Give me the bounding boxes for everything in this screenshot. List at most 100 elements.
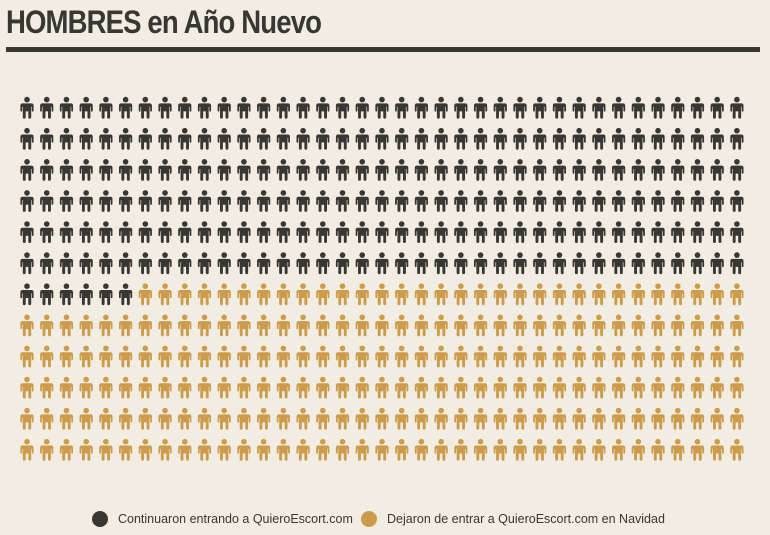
man-icon-continued	[335, 159, 350, 181]
man-icon-continued	[513, 190, 527, 212]
man-icon-continued	[651, 127, 665, 150]
man-icon-continued	[572, 127, 586, 150]
man-icon-stopped	[395, 438, 409, 461]
man-icon-continued	[119, 127, 133, 150]
man-icon-stopped	[158, 407, 172, 430]
man-icon-continued	[20, 96, 34, 119]
man-icon-stopped	[375, 438, 389, 461]
man-icon-stopped	[316, 376, 330, 399]
man-icon-stopped	[651, 314, 665, 337]
man-icon-continued	[59, 283, 74, 306]
man-icon-stopped	[59, 345, 74, 368]
man-icon-continued	[552, 96, 567, 119]
man-icon-stopped	[612, 376, 626, 399]
man-icon-stopped	[631, 345, 645, 368]
man-icon-continued	[335, 127, 350, 150]
man-icon-stopped	[40, 407, 54, 430]
man-icon-stopped	[572, 438, 586, 461]
man-icon-continued	[473, 127, 488, 150]
man-icon-stopped	[99, 345, 113, 368]
man-icon-continued	[395, 159, 409, 181]
man-icon-continued	[473, 159, 488, 181]
man-icon-continued	[631, 159, 645, 181]
man-icon-stopped	[454, 283, 468, 306]
man-icon-stopped	[335, 345, 350, 368]
man-icon-stopped	[651, 345, 665, 368]
man-icon-stopped	[158, 314, 172, 337]
man-icon-stopped	[375, 283, 389, 306]
man-icon-continued	[237, 96, 251, 119]
man-icon-stopped	[434, 376, 448, 399]
man-icon-continued	[99, 283, 113, 306]
man-icon-stopped	[473, 314, 488, 337]
man-icon-stopped	[473, 283, 488, 306]
man-icon-continued	[493, 159, 507, 181]
man-icon-stopped	[395, 345, 409, 368]
chart-title: HOMBRES en Año Nuevo	[6, 4, 322, 40]
man-icon-stopped	[178, 407, 192, 430]
man-icon-continued	[572, 159, 586, 181]
man-icon-stopped	[592, 283, 606, 306]
man-icon-continued	[178, 190, 192, 212]
man-icon-stopped	[99, 376, 113, 399]
man-icon-continued	[257, 190, 271, 212]
man-icon-continued	[651, 252, 665, 275]
man-icon-continued	[158, 252, 172, 275]
man-icon-stopped	[513, 407, 527, 430]
man-icon-stopped	[592, 376, 606, 399]
legend-item-continued: Continuaron entrando a QuieroEscort.com	[92, 508, 353, 530]
man-icon-continued	[414, 252, 428, 275]
man-icon-continued	[552, 159, 567, 181]
man-icon-continued	[257, 96, 271, 119]
man-icon-stopped	[690, 438, 705, 461]
man-icon-stopped	[710, 407, 724, 430]
man-icon-continued	[592, 127, 606, 150]
man-icon-stopped	[138, 407, 152, 430]
man-icon-continued	[414, 221, 428, 243]
man-icon-continued	[335, 252, 350, 275]
man-icon-stopped	[730, 283, 744, 306]
man-icon-stopped	[473, 345, 488, 368]
man-icon-stopped	[375, 407, 389, 430]
man-icon-continued	[434, 96, 448, 119]
man-icon-continued	[513, 252, 527, 275]
man-icon-stopped	[79, 314, 93, 337]
man-icon-continued	[710, 159, 724, 181]
man-icon-stopped	[197, 345, 212, 368]
man-icon-stopped	[434, 345, 448, 368]
man-icon-stopped	[513, 314, 527, 337]
man-icon-continued	[513, 127, 527, 150]
man-icon-stopped	[473, 376, 488, 399]
man-icon-continued	[355, 190, 369, 212]
man-icon-continued	[690, 127, 705, 150]
legend-swatch-stopped	[361, 511, 377, 527]
man-icon-continued	[79, 252, 93, 275]
man-icon-continued	[690, 221, 705, 243]
man-icon-continued	[651, 221, 665, 243]
man-icon-continued	[178, 96, 192, 119]
man-icon-continued	[710, 252, 724, 275]
man-icon-continued	[217, 252, 231, 275]
man-icon-continued	[20, 159, 34, 181]
man-icon-continued	[119, 159, 133, 181]
man-icon-stopped	[59, 376, 74, 399]
man-icon-continued	[138, 252, 152, 275]
man-icon-stopped	[335, 438, 350, 461]
man-icon-stopped	[730, 345, 744, 368]
man-icon-continued	[375, 127, 389, 150]
man-icon-continued	[197, 159, 212, 181]
man-icon-stopped	[454, 314, 468, 337]
man-icon-continued	[631, 221, 645, 243]
man-icon-continued	[493, 190, 507, 212]
man-icon-continued	[355, 221, 369, 243]
man-icon-continued	[217, 221, 231, 243]
man-icon-continued	[671, 190, 685, 212]
man-icon-stopped	[493, 314, 507, 337]
man-icon-stopped	[257, 407, 271, 430]
man-icon-continued	[316, 252, 330, 275]
man-icon-continued	[671, 159, 685, 181]
man-icon-continued	[454, 159, 468, 181]
man-icon-continued	[296, 190, 310, 212]
man-icon-stopped	[296, 438, 310, 461]
man-icon-stopped	[217, 407, 231, 430]
